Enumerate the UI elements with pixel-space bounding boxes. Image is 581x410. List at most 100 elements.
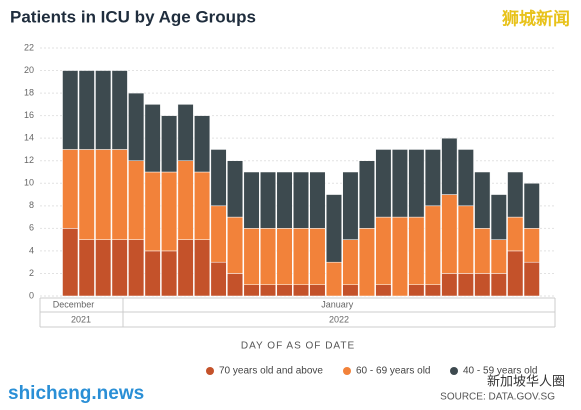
y-tick-label: 20 <box>24 65 34 75</box>
y-tick-label: 4 <box>29 245 34 255</box>
y-tick-label: 12 <box>24 155 34 165</box>
bar-segment <box>391 216 408 297</box>
year-label: 2022 <box>329 314 349 324</box>
bar-segment <box>507 171 524 218</box>
bar-segment <box>457 205 474 274</box>
bar-segment <box>474 171 491 229</box>
bar-segment <box>507 250 524 297</box>
bar-segment <box>325 261 342 297</box>
bar-segment <box>490 194 507 240</box>
watermark: 狮城新闻 <box>501 8 570 28</box>
bar-segment <box>441 137 458 195</box>
bar-segment <box>342 171 359 240</box>
bar-segment <box>128 239 145 297</box>
legend-label: 40 - 59 years old <box>463 366 538 377</box>
bar-segment <box>276 171 293 229</box>
chart-title: Patients in ICU by Age Groups <box>10 7 256 26</box>
bar-segment <box>474 273 491 297</box>
legend-swatch <box>450 367 458 375</box>
bar-segment <box>391 149 408 218</box>
bar-segment <box>144 171 161 252</box>
bar-segment <box>523 261 540 297</box>
legend-swatch <box>206 367 214 375</box>
bar-segment <box>293 284 309 297</box>
bar-segment <box>342 284 359 297</box>
bar-segment <box>210 261 227 297</box>
bar-segment <box>111 70 128 150</box>
bar-segment <box>358 228 375 297</box>
bar-segment <box>62 70 79 150</box>
bar-segment <box>210 149 227 207</box>
y-tick-label: 2 <box>29 268 34 278</box>
bar-segment <box>111 149 128 240</box>
bar-segment <box>95 70 112 150</box>
bar-segment <box>128 92 145 161</box>
y-tick-label: 16 <box>24 110 34 120</box>
bar-segment <box>62 149 79 229</box>
bar-segment <box>78 70 95 150</box>
bar-segment <box>177 160 194 240</box>
legend-swatch <box>343 367 351 375</box>
y-tick-label: 14 <box>24 133 34 143</box>
bar-segment <box>424 149 441 207</box>
bar-segment <box>523 228 540 263</box>
x-tick-label: January <box>321 299 354 309</box>
bar-segment <box>177 104 194 161</box>
bar-segment <box>358 160 375 229</box>
watermark: 新加坡华人圈 <box>487 373 565 388</box>
bar-segment <box>227 160 244 218</box>
bar-segment <box>441 273 458 297</box>
bar-segment <box>309 284 326 297</box>
bar-segment <box>457 149 474 207</box>
bar-segment <box>78 149 95 240</box>
y-tick-label: 6 <box>29 223 34 233</box>
bar-segment <box>210 205 227 263</box>
bar-segment <box>62 228 79 297</box>
bar-segment <box>375 149 392 218</box>
bar-segment <box>457 273 474 297</box>
x-tick-label: December <box>53 299 95 309</box>
bar-segment <box>424 205 441 285</box>
bar-segment <box>375 216 392 285</box>
bar-segment <box>408 149 425 218</box>
bar-segment <box>161 250 178 297</box>
bar-segment <box>227 273 244 297</box>
bar-segment <box>243 228 260 285</box>
bar-segment <box>309 228 326 285</box>
bar-segment <box>474 228 491 274</box>
bar-segment <box>194 239 211 297</box>
bar-segment <box>490 273 507 297</box>
bar-segment <box>293 171 309 229</box>
bar-segment <box>260 228 277 285</box>
bar-segment <box>490 239 507 274</box>
bar-segment <box>243 284 260 297</box>
bar-segment <box>260 171 277 229</box>
bar-segment <box>111 239 128 297</box>
bar-segment <box>342 239 359 285</box>
bar-segment <box>325 194 342 263</box>
bar-segment <box>424 284 441 297</box>
bar-segment <box>408 216 425 285</box>
year-label: 2021 <box>71 314 91 324</box>
bar-segment <box>260 284 277 297</box>
bar-segment <box>95 149 112 240</box>
x-axis-title: DAY OF AS OF DATE <box>241 341 355 352</box>
source: SOURCE: DATA.GOV.SG <box>440 392 555 403</box>
y-tick-label: 8 <box>29 200 34 210</box>
bar-segment <box>375 284 392 297</box>
bar-segment <box>227 216 244 274</box>
bar-segment <box>507 216 524 252</box>
bar-segment <box>144 250 161 297</box>
bar-segment <box>161 171 178 252</box>
y-tick-label: 10 <box>24 178 34 188</box>
bar-segment <box>128 160 145 240</box>
bar-segment <box>78 239 95 297</box>
bar-segment <box>144 104 161 173</box>
y-tick-label: 18 <box>24 87 34 97</box>
bar-segment <box>276 228 293 285</box>
bar-segment <box>95 239 112 297</box>
bar-segment <box>194 171 211 240</box>
watermark: shicheng.news <box>8 383 144 404</box>
bar-segment <box>276 284 293 297</box>
